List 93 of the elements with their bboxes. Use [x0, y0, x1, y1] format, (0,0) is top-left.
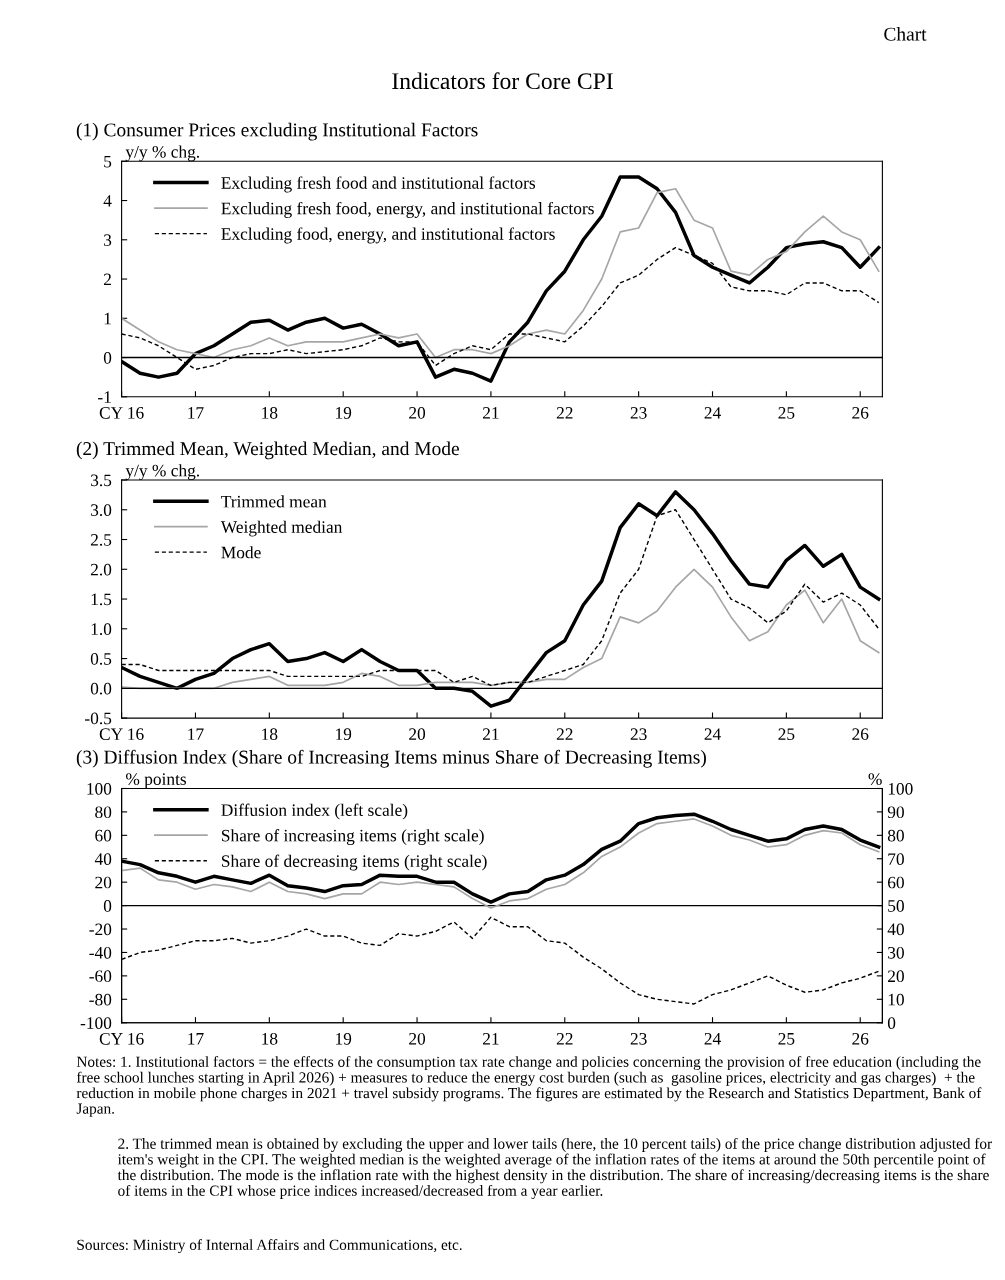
legend-label: Mode — [221, 546, 261, 559]
x-tick-label: 20 — [409, 407, 426, 419]
y-tick-label: 1 — [104, 312, 111, 325]
legend-label: Excluding food, energy, and institutional factors — [221, 227, 555, 244]
x-tick-label: CY 16 — [99, 407, 144, 419]
y2-tick-label: 0 — [887, 1017, 896, 1029]
x-tick-label: 24 — [704, 407, 721, 419]
legend-label: Excluding fresh food and institutional factors — [221, 176, 536, 193]
x-tick-label: 23 — [630, 407, 647, 419]
source-note: Sources: Ministry of Internal Affairs and Communications, etc. — [77, 1239, 462, 1254]
y-tick-label: 3.0 — [91, 504, 112, 517]
y2-tick-label: 90 — [887, 806, 904, 819]
x-tick-label: 26 — [852, 1032, 869, 1045]
y-tick-label: 2 — [103, 273, 111, 286]
x-tick-label: 25 — [778, 1032, 795, 1045]
y-tick-label: 2.5 — [90, 534, 112, 546]
y-tick-label: 100 — [87, 782, 112, 795]
y2-tick-label: 40 — [887, 923, 904, 936]
text: Chart — [884, 27, 927, 41]
x-tick-label: 20 — [409, 728, 426, 741]
text: 2. The trimmed mean is obtained by excluding the upper and lower tails (here, the 10 percent tails) of the price change distribution adjusted for item's weight in the CPI. The weighted median is the weighted average of the inflation rates of the items at around the 50th percentile point of the distribution. The mode is the inflation rate with the highest density in the distribution. The share of increasing/decreasing items is the share of items in the CPI whose price indices increased/decreased from a year earlier. — [117, 1137, 992, 1199]
x-tick-label: CY 16 — [99, 1032, 144, 1045]
text: Indicators for Core CPI — [392, 72, 613, 90]
y2-tick-label: 30 — [888, 946, 904, 959]
x-tick-label: 19 — [336, 1032, 352, 1045]
y-tick-label: -0.5 — [85, 712, 112, 725]
chart-title: (3) Diffusion Index (Share of Increasing Items minus Share of Decreasing Items) — [76, 749, 706, 768]
y-tick-label: 60 — [95, 829, 112, 842]
y-tick-label: 0 — [103, 900, 112, 912]
y-tick-label: 0.5 — [90, 653, 112, 665]
line-series — [121, 568, 880, 690]
x-tick-label: 21 — [483, 728, 499, 740]
y2-tick-label: 100 — [888, 782, 913, 795]
x-tick-label: 23 — [630, 728, 647, 741]
chart-title: (1) Consumer Prices excluding Institutional Factors — [76, 122, 478, 141]
y-tick-label: 0 — [103, 352, 112, 364]
x-tick-label: CY 16 — [99, 728, 144, 741]
x-tick-label: 20 — [409, 1032, 426, 1045]
x-tick-label: 17 — [188, 407, 204, 419]
x-tick-label: 21 — [483, 1032, 499, 1045]
y2-tick-label: 80 — [887, 829, 904, 842]
y-tick-label: 5 — [104, 155, 112, 168]
y-tick-label: 2.0 — [90, 563, 112, 576]
y-axis-title: y/y % chg. — [125, 145, 199, 162]
x-tick-label: 25 — [778, 728, 795, 741]
x-tick-label: 24 — [704, 728, 721, 740]
y2-tick-label: 10 — [888, 993, 904, 1006]
y2-tick-label: 70 — [888, 853, 904, 865]
y-tick-label: 1.0 — [91, 623, 112, 636]
x-tick-label: 25 — [778, 407, 795, 419]
x-tick-label: 19 — [336, 407, 352, 419]
y2-tick-label: 50 — [888, 900, 904, 912]
y-tick-label: 3.5 — [91, 474, 112, 487]
y2-axis-title: % — [868, 773, 882, 786]
y2-tick-label: 20 — [888, 970, 904, 983]
y2-tick-label: 60 — [888, 876, 904, 889]
x-tick-label: 22 — [556, 728, 573, 740]
legend-label: Weighted median — [220, 520, 343, 537]
x-tick-label: 17 — [188, 728, 204, 740]
legend-label: Excluding fresh food, energy, and institutional factors — [221, 201, 594, 218]
x-tick-label: 22 — [556, 407, 573, 419]
chart-title: (2) Trimmed Mean, Weighted Median, and Mode — [76, 441, 459, 460]
y-tick-label: -60 — [89, 970, 112, 983]
y-tick-label: -80 — [89, 993, 112, 1006]
legend-label: Diffusion index (left scale) — [221, 803, 408, 820]
legend-label: Share of decreasing items (right scale) — [221, 854, 487, 871]
x-tick-label: 18 — [262, 728, 278, 741]
x-tick-label: 17 — [188, 1033, 204, 1045]
x-tick-label: 22 — [556, 1032, 573, 1045]
y-tick-label: 20 — [95, 876, 112, 889]
x-tick-label: 26 — [852, 407, 869, 419]
y-tick-label: 40 — [94, 853, 112, 865]
x-tick-label: 21 — [483, 407, 499, 419]
x-tick-label: 18 — [262, 407, 278, 419]
y-tick-label: 80 — [95, 806, 112, 819]
y-tick-label: 3 — [104, 234, 112, 246]
x-tick-label: 26 — [852, 728, 869, 741]
legend-label: Share of increasing items (right scale) — [221, 829, 484, 846]
x-tick-label: 19 — [336, 728, 352, 741]
x-tick-label: 18 — [262, 1032, 278, 1045]
y-tick-label: 1.5 — [91, 593, 112, 606]
x-tick-label: 23 — [630, 1032, 647, 1045]
y-tick-label: -1 — [98, 391, 111, 403]
x-tick-label: 24 — [704, 1032, 721, 1045]
y-tick-label: -100 — [80, 1017, 112, 1029]
y-axis-title: % points — [126, 773, 187, 789]
text: Notes: 1. Institutional factors = the effects of the consumption tax rate change and policies concerning the provision of free education (including the free school lunches starting in April 2026) + measures to reduce the energy cost burden (such as gasoline prices, electricity and gas charges) + the reduction in mobile phone charges in 2021 + travel subsidy programs. The figures are estimated by the Research and Statistics Department, Bank of Japan. — [76, 1056, 982, 1117]
y-axis-title: y/y % chg. — [125, 464, 199, 480]
y-tick-label: 4 — [103, 195, 112, 207]
y-tick-label: -20 — [89, 923, 112, 936]
y-tick-label: -40 — [89, 946, 112, 959]
legend-label: Trimmed mean — [221, 495, 327, 508]
y-tick-label: 0.0 — [90, 682, 112, 695]
